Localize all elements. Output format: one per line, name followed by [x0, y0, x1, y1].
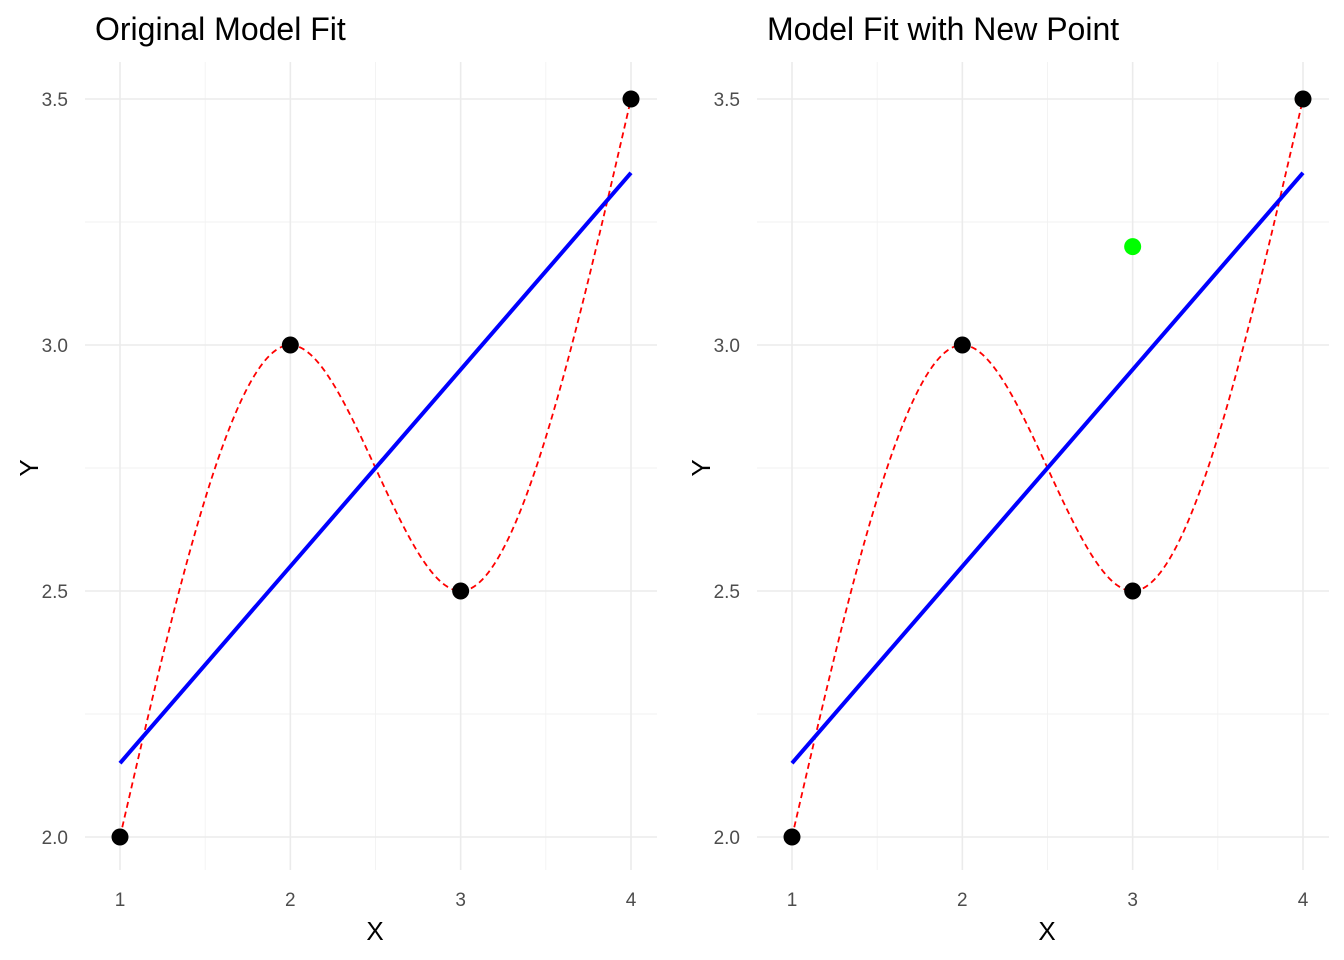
new-data-point: [1124, 238, 1142, 256]
plot-marks: [783, 90, 1312, 846]
data-point: [1124, 582, 1142, 600]
gridlines: [757, 62, 1329, 870]
panel-original-model-fit: Original Model Fit 1 2 3 4 2.0 2.5 3.0 3.5 X Y: [14, 11, 657, 946]
data-point: [622, 90, 640, 108]
tick-labels: 1 2 3 4 2.0 2.5 3.0 3.5: [42, 90, 637, 911]
y-tick-label: 2.0: [42, 828, 68, 849]
y-tick-label: 3.0: [42, 336, 68, 357]
data-point: [111, 828, 129, 846]
x-tick-label: 3: [455, 890, 466, 911]
panel-model-fit-with-new-point: Model Fit with New Point 1 2 3 4 2.0 2.5 3.0 3.…: [686, 11, 1329, 946]
x-tick-label: 2: [285, 890, 296, 911]
panel-title: Original Model Fit: [95, 11, 346, 47]
y-tick-label: 3.0: [714, 336, 740, 357]
x-axis-title: X: [1038, 916, 1055, 946]
y-tick-label: 3.5: [42, 90, 68, 111]
plot-marks: [111, 90, 640, 846]
y-tick-label: 2.5: [714, 582, 740, 603]
panel-title: Model Fit with New Point: [767, 11, 1119, 47]
y-axis-title: Y: [686, 459, 716, 476]
y-tick-label: 2.0: [714, 828, 740, 849]
x-tick-label: 1: [787, 890, 798, 911]
y-tick-label: 2.5: [42, 582, 68, 603]
x-tick-label: 1: [115, 890, 126, 911]
x-tick-label: 4: [626, 890, 637, 911]
tick-labels: 1 2 3 4 2.0 2.5 3.0 3.5: [714, 90, 1309, 911]
x-tick-label: 4: [1298, 890, 1309, 911]
linear-fit-line: [118, 171, 633, 765]
gridlines: [85, 62, 657, 870]
x-tick-label: 2: [957, 890, 968, 911]
data-point: [783, 828, 801, 846]
y-axis-title: Y: [14, 459, 44, 476]
data-point: [1294, 90, 1312, 108]
data-point: [953, 336, 971, 354]
x-tick-label: 3: [1127, 890, 1138, 911]
linear-fit-line: [790, 171, 1305, 765]
y-tick-label: 3.5: [714, 90, 740, 111]
x-axis-title: X: [366, 916, 383, 946]
data-point: [452, 582, 470, 600]
data-point: [281, 336, 299, 354]
